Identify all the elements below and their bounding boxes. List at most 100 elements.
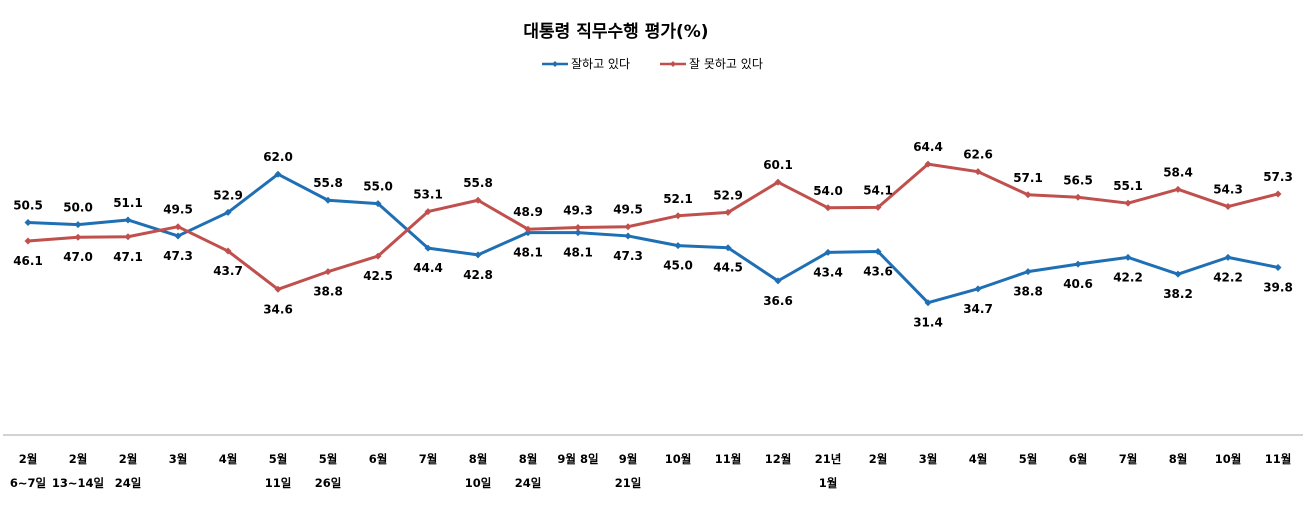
data-label: 39.8 [1263, 280, 1293, 294]
x-tick-label: 5월 [1019, 452, 1038, 466]
data-label: 34.7 [963, 302, 993, 316]
data-label: 31.4 [913, 316, 943, 330]
x-tick-label: 2월 [69, 452, 88, 466]
data-label: 52.9 [713, 188, 743, 202]
series-1-point [1174, 270, 1182, 278]
x-tick-label: 3월 [919, 452, 938, 466]
series-1-point [924, 299, 932, 307]
series-2-point [1274, 190, 1282, 198]
series-2-point [174, 223, 182, 231]
x-axis: 2월 6~7일 2월 13~14일 2월 24일 3월 4월 5월 11일 5월 26일 6월 7월 8월 1… [3, 434, 1303, 490]
series-layer [24, 160, 1282, 307]
data-label: 55.0 [363, 180, 393, 194]
x-tick-label: 9월 [619, 452, 638, 466]
data-label: 62.0 [263, 150, 293, 164]
series-2-point [374, 252, 382, 260]
x-tick-label: 24일 [115, 476, 142, 490]
data-label: 38.2 [1163, 287, 1193, 301]
series-1-point [724, 244, 732, 252]
data-label: 49.5 [613, 203, 643, 217]
data-labels: 50.5 46.1 50.0 47.0 51.1 47.1 49.5 47.3 52.9 43.7… [13, 140, 1293, 330]
series-1-point [1074, 260, 1082, 268]
x-tick-label: 12월 [765, 452, 792, 466]
data-label: 48.9 [513, 205, 543, 219]
series-line-1 [26, 172, 1280, 305]
x-tick-label: 1월 [819, 476, 838, 490]
series-2-point [274, 285, 282, 293]
data-label: 45.0 [663, 259, 693, 273]
series-1-point [974, 285, 982, 293]
series-2-point [1124, 199, 1132, 207]
data-label: 64.4 [913, 140, 943, 154]
series-1-point [474, 251, 482, 259]
x-tick-label: 5월 [269, 452, 288, 466]
series-2-point [674, 212, 682, 220]
x-tick-label: 3월 [169, 452, 188, 466]
data-label: 49.3 [563, 204, 593, 218]
series-1-point [224, 208, 232, 216]
x-tick-label: 13~14일 [52, 476, 104, 490]
series-1-point [1024, 268, 1032, 276]
series-1-point [774, 277, 782, 285]
data-label: 54.0 [813, 184, 843, 198]
data-label: 36.6 [763, 294, 793, 308]
x-tick-label: 8월 [1169, 452, 1188, 466]
legend-label-2: 잘 못하고 있다 [689, 57, 763, 71]
x-tick-label: 2월 [869, 452, 888, 466]
data-label: 47.0 [63, 250, 93, 264]
legend-marker-1 [552, 61, 558, 67]
series-1-point [374, 200, 382, 208]
data-label: 55.1 [1113, 179, 1143, 193]
series-1-point [324, 196, 332, 204]
x-tick-label: 7월 [419, 452, 438, 466]
series-2-point [574, 224, 582, 232]
data-label: 52.9 [213, 188, 243, 202]
data-label: 47.1 [113, 250, 143, 264]
series-2-point [324, 268, 332, 276]
data-label: 50.5 [13, 199, 43, 213]
legend-marker-2 [670, 61, 676, 67]
x-tick-label: 10일 [465, 476, 492, 490]
x-tick-label: 10월 [665, 452, 692, 466]
series-1-point [24, 219, 32, 226]
series-1-point [874, 247, 882, 255]
series-2-point [224, 247, 232, 255]
x-tick-label: 24일 [515, 476, 542, 490]
data-label: 42.2 [1113, 270, 1143, 284]
data-label: 50.0 [63, 201, 93, 215]
x-tick-label: 6월 [1069, 452, 1088, 466]
series-2-point [974, 168, 982, 176]
data-label: 55.8 [313, 176, 343, 190]
x-tick-label: 4월 [969, 452, 988, 466]
series-1-point [824, 248, 832, 256]
data-label: 57.3 [1263, 170, 1293, 184]
series-2-point [424, 208, 432, 216]
data-label: 44.4 [413, 261, 443, 275]
x-tick-label: 2월 [119, 452, 138, 466]
data-label: 47.3 [163, 249, 193, 263]
data-label: 54.3 [1213, 183, 1243, 197]
data-label: 51.1 [113, 196, 143, 210]
series-2-point [724, 208, 732, 216]
series-2-point [474, 196, 482, 204]
series-1-point [124, 216, 132, 224]
data-label: 43.4 [813, 265, 843, 279]
data-label: 53.1 [413, 188, 443, 202]
data-label: 34.6 [263, 302, 293, 316]
x-tick-label: 10월 [1215, 452, 1242, 466]
series-2-point [74, 233, 82, 241]
series-2-point [524, 225, 532, 233]
data-label: 44.5 [713, 261, 743, 275]
data-label: 43.6 [863, 264, 893, 278]
data-label: 49.5 [163, 203, 193, 217]
data-label: 52.1 [663, 192, 693, 206]
series-1-point [1274, 263, 1282, 271]
data-label: 40.6 [1063, 277, 1093, 291]
series-1-point [174, 232, 182, 240]
series-2-point [24, 237, 32, 245]
data-label: 48.1 [563, 246, 593, 260]
data-label: 43.7 [213, 264, 243, 278]
x-tick-label: 9월 8일 [557, 452, 598, 466]
data-label: 57.1 [1013, 171, 1043, 185]
